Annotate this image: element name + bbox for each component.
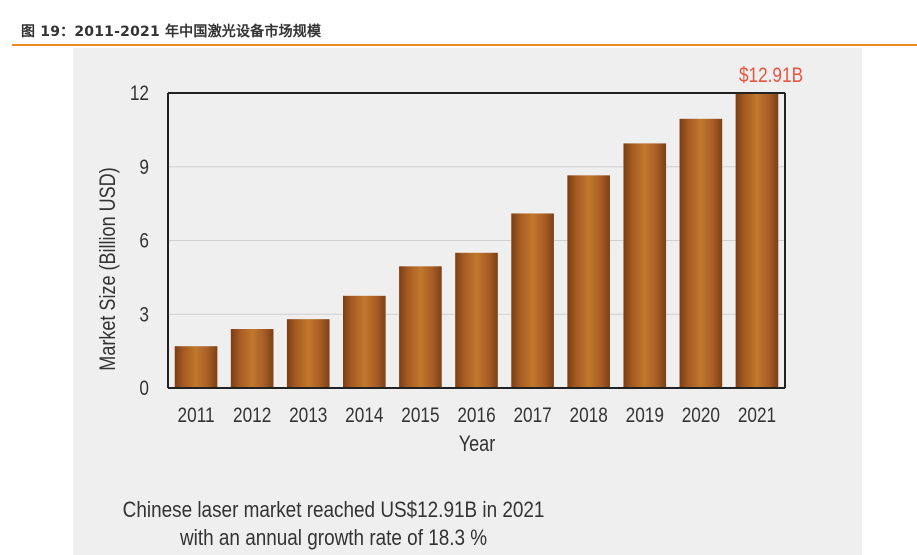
x-tick-label: 2019: [626, 405, 664, 428]
figure-caption: 图 19：2011-2021 年中国激光设备市场规模: [21, 24, 322, 40]
x-axis-title: Year: [459, 432, 496, 456]
bar-chart: 0 3 6 9 12 2011 2012 2013 2014 2015 2016 2017 2018 20…: [96, 65, 803, 457]
x-tick-label: 2020: [682, 405, 720, 428]
x-tick-label: 2013: [289, 405, 327, 428]
x-tick-label: 2012: [233, 405, 271, 428]
y-axis-title: Market Size (Billion USD): [96, 167, 120, 370]
y-tick-label: 6: [139, 230, 149, 253]
chart-footnote: Chinese laser market reached US$12.91B i…: [110, 496, 557, 552]
caption-divider: [12, 44, 917, 46]
x-tick-label: 2011: [178, 405, 215, 428]
footnote-line-2: with an annual growth rate of 18.3 %: [179, 525, 488, 550]
bar-2018: [567, 175, 610, 388]
bar-2016: [455, 252, 498, 388]
chart-panel: 0 3 6 9 12 2011 2012 2013 2014 2015 2016 2017 2018 20…: [73, 48, 862, 555]
bar-2021: [735, 93, 779, 388]
y-tick-label: 3: [139, 304, 149, 327]
bar-2019: [623, 143, 667, 388]
x-tick-label: 2015: [401, 405, 439, 428]
bar-2011: [174, 346, 218, 388]
x-tick-label: 2014: [345, 405, 384, 428]
footnote-line-1: Chinese laser market reached US$12.91B i…: [122, 497, 545, 522]
bar-2013: [286, 319, 330, 388]
last-bar-annotation: $12.91B: [739, 65, 803, 88]
x-tick-label: 2018: [570, 405, 608, 428]
y-tick-label: 9: [139, 156, 149, 179]
bar-2012: [230, 329, 274, 388]
x-tick-label: 2016: [457, 405, 495, 428]
y-tick-label: 12: [130, 83, 149, 106]
bar-2015: [399, 266, 442, 388]
bar-2014: [343, 295, 386, 388]
x-tick-label: 2017: [513, 405, 551, 428]
x-tick-label: 2021: [738, 405, 776, 428]
bar-2020: [679, 118, 723, 388]
bar-2017: [511, 213, 554, 388]
y-tick-label: 0: [139, 378, 149, 401]
